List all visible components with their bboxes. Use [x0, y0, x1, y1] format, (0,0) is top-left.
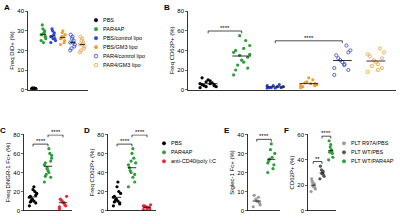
svg-text:80: 80	[97, 132, 104, 138]
svg-text:20: 20	[13, 189, 20, 195]
svg-text:PLT WT/PAR4AP: PLT WT/PAR4AP	[351, 158, 394, 164]
svg-text:PBS: PBS	[171, 140, 182, 146]
svg-text:B: B	[164, 3, 170, 12]
svg-text:0: 0	[21, 87, 25, 93]
svg-text:60: 60	[97, 151, 104, 157]
svg-text:80: 80	[13, 132, 20, 138]
svg-text:PLT WT/PBS: PLT WT/PBS	[351, 149, 384, 155]
svg-text:PAR4AP: PAR4AP	[103, 26, 125, 32]
svg-text:80: 80	[177, 8, 184, 14]
svg-text:30: 30	[17, 28, 24, 34]
svg-text:****: ****	[51, 129, 61, 135]
svg-text:PBS/control lipo: PBS/control lipo	[103, 35, 142, 41]
svg-text:F: F	[284, 126, 289, 135]
svg-text:PAR4/GM3 lipo: PAR4/GM3 lipo	[103, 62, 141, 68]
svg-text:PAR4AP: PAR4AP	[171, 149, 193, 155]
svg-text:Siglec-1 Fc+ (%): Siglec-1 Fc+ (%)	[229, 150, 235, 195]
svg-text:20: 20	[297, 182, 304, 188]
svg-text:20: 20	[17, 48, 24, 54]
svg-text:30: 30	[237, 151, 244, 157]
svg-text:D: D	[84, 126, 90, 135]
svg-text:C: C	[0, 126, 6, 135]
svg-text:40: 40	[237, 132, 244, 138]
svg-text:Freq DiD+ (%): Freq DiD+ (%)	[9, 31, 15, 70]
svg-text:PBS: PBS	[103, 17, 114, 23]
svg-text:0: 0	[241, 208, 245, 214]
svg-text:20: 20	[177, 67, 184, 73]
svg-text:40: 40	[297, 157, 304, 163]
svg-text:20: 20	[237, 170, 244, 176]
svg-text:10: 10	[17, 67, 24, 73]
svg-text:0: 0	[181, 87, 185, 93]
svg-text:****: ****	[220, 25, 230, 31]
svg-text:10: 10	[237, 189, 244, 195]
svg-text:A: A	[4, 3, 10, 12]
svg-text:anti-CD40/poly I:C: anti-CD40/poly I:C	[171, 158, 216, 164]
svg-text:Freq CD62P+ (%): Freq CD62P+ (%)	[89, 149, 95, 197]
svg-text:PLT R97A/PBS: PLT R97A/PBS	[351, 140, 389, 146]
svg-text:Freq CD62P+ (%): Freq CD62P+ (%)	[169, 26, 175, 74]
svg-text:****: ****	[259, 133, 269, 139]
svg-text:****: ****	[120, 138, 130, 144]
svg-text:PAR4/control lipo: PAR4/control lipo	[103, 53, 145, 59]
svg-text:Freq DNGR-1 Fc+ (%): Freq DNGR-1 Fc+ (%)	[5, 143, 11, 203]
svg-text:CD62P+ (%): CD62P+ (%)	[289, 156, 295, 190]
svg-text:0: 0	[101, 208, 105, 214]
svg-text:**: **	[315, 156, 320, 162]
svg-text:0: 0	[301, 208, 305, 214]
svg-text:****: ****	[135, 129, 145, 135]
svg-text:****: ****	[321, 130, 331, 136]
svg-text:E: E	[224, 126, 230, 135]
svg-text:0: 0	[17, 208, 21, 214]
svg-text:20: 20	[97, 189, 104, 195]
svg-text:40: 40	[97, 170, 104, 176]
svg-text:40: 40	[13, 170, 20, 176]
svg-text:60: 60	[177, 28, 184, 34]
svg-text:40: 40	[17, 8, 24, 14]
svg-text:****: ****	[36, 138, 46, 144]
svg-text:60: 60	[13, 151, 20, 157]
svg-text:PBS/GM3 lipo: PBS/GM3 lipo	[103, 44, 138, 50]
svg-text:40: 40	[177, 48, 184, 54]
svg-text:****: ****	[304, 35, 314, 41]
svg-text:60: 60	[297, 132, 304, 138]
